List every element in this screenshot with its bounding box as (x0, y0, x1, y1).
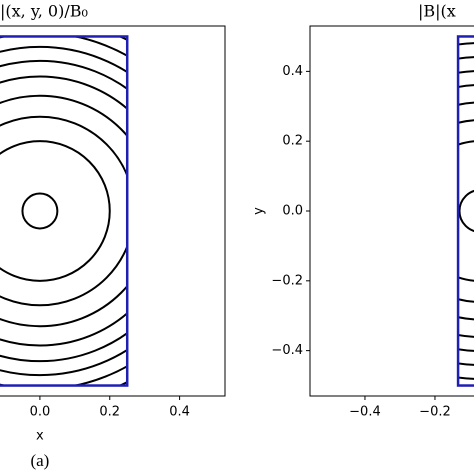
x-tick-label: 0.2 (99, 405, 120, 420)
region-boundary (456, 35, 474, 387)
y-tick-label: −0.4 (271, 343, 303, 358)
contour-line (0, 45, 128, 377)
contour-line (0, 115, 128, 307)
contour-line (0, 5, 246, 417)
contour-line (458, 140, 474, 282)
axes-frame (309, 25, 474, 397)
x-tick-label: 0.0 (30, 405, 51, 420)
contour-line (0, 75, 128, 347)
contour-line (0, 94, 128, 328)
contour-line (458, 56, 474, 366)
contour-line (298, 29, 474, 393)
contour-line (284, 15, 474, 407)
contours (0, 0, 260, 431)
contours (284, 15, 474, 407)
y-tick-label: −0.2 (271, 273, 303, 288)
contour-line (458, 70, 474, 352)
x-axis-label: x (36, 429, 44, 444)
axes-frame (0, 25, 226, 397)
caption: (a) (30, 451, 49, 470)
x-tick-label: −0.4 (349, 405, 381, 420)
contour-line (458, 119, 474, 303)
panel-title: |(x, y, 0)/B₀ (0, 2, 88, 21)
panel-title: |B|(x (418, 2, 456, 21)
y-tick-label: 0.4 (282, 64, 303, 79)
contour-line (21, 192, 59, 230)
contour-line (458, 42, 474, 380)
x-tick-label: 0.4 (169, 405, 190, 420)
contour-line (458, 189, 474, 233)
contour-line (0, 140, 111, 282)
y-tick-label: 0.2 (282, 134, 303, 149)
y-axis-label: y (252, 207, 267, 215)
x-tick-label: −0.2 (419, 405, 451, 420)
contour-line (0, 0, 260, 431)
contour-line (0, 59, 128, 363)
region-boundary (0, 35, 129, 387)
y-tick-label: 0.0 (282, 204, 303, 219)
contour-line (458, 84, 474, 338)
